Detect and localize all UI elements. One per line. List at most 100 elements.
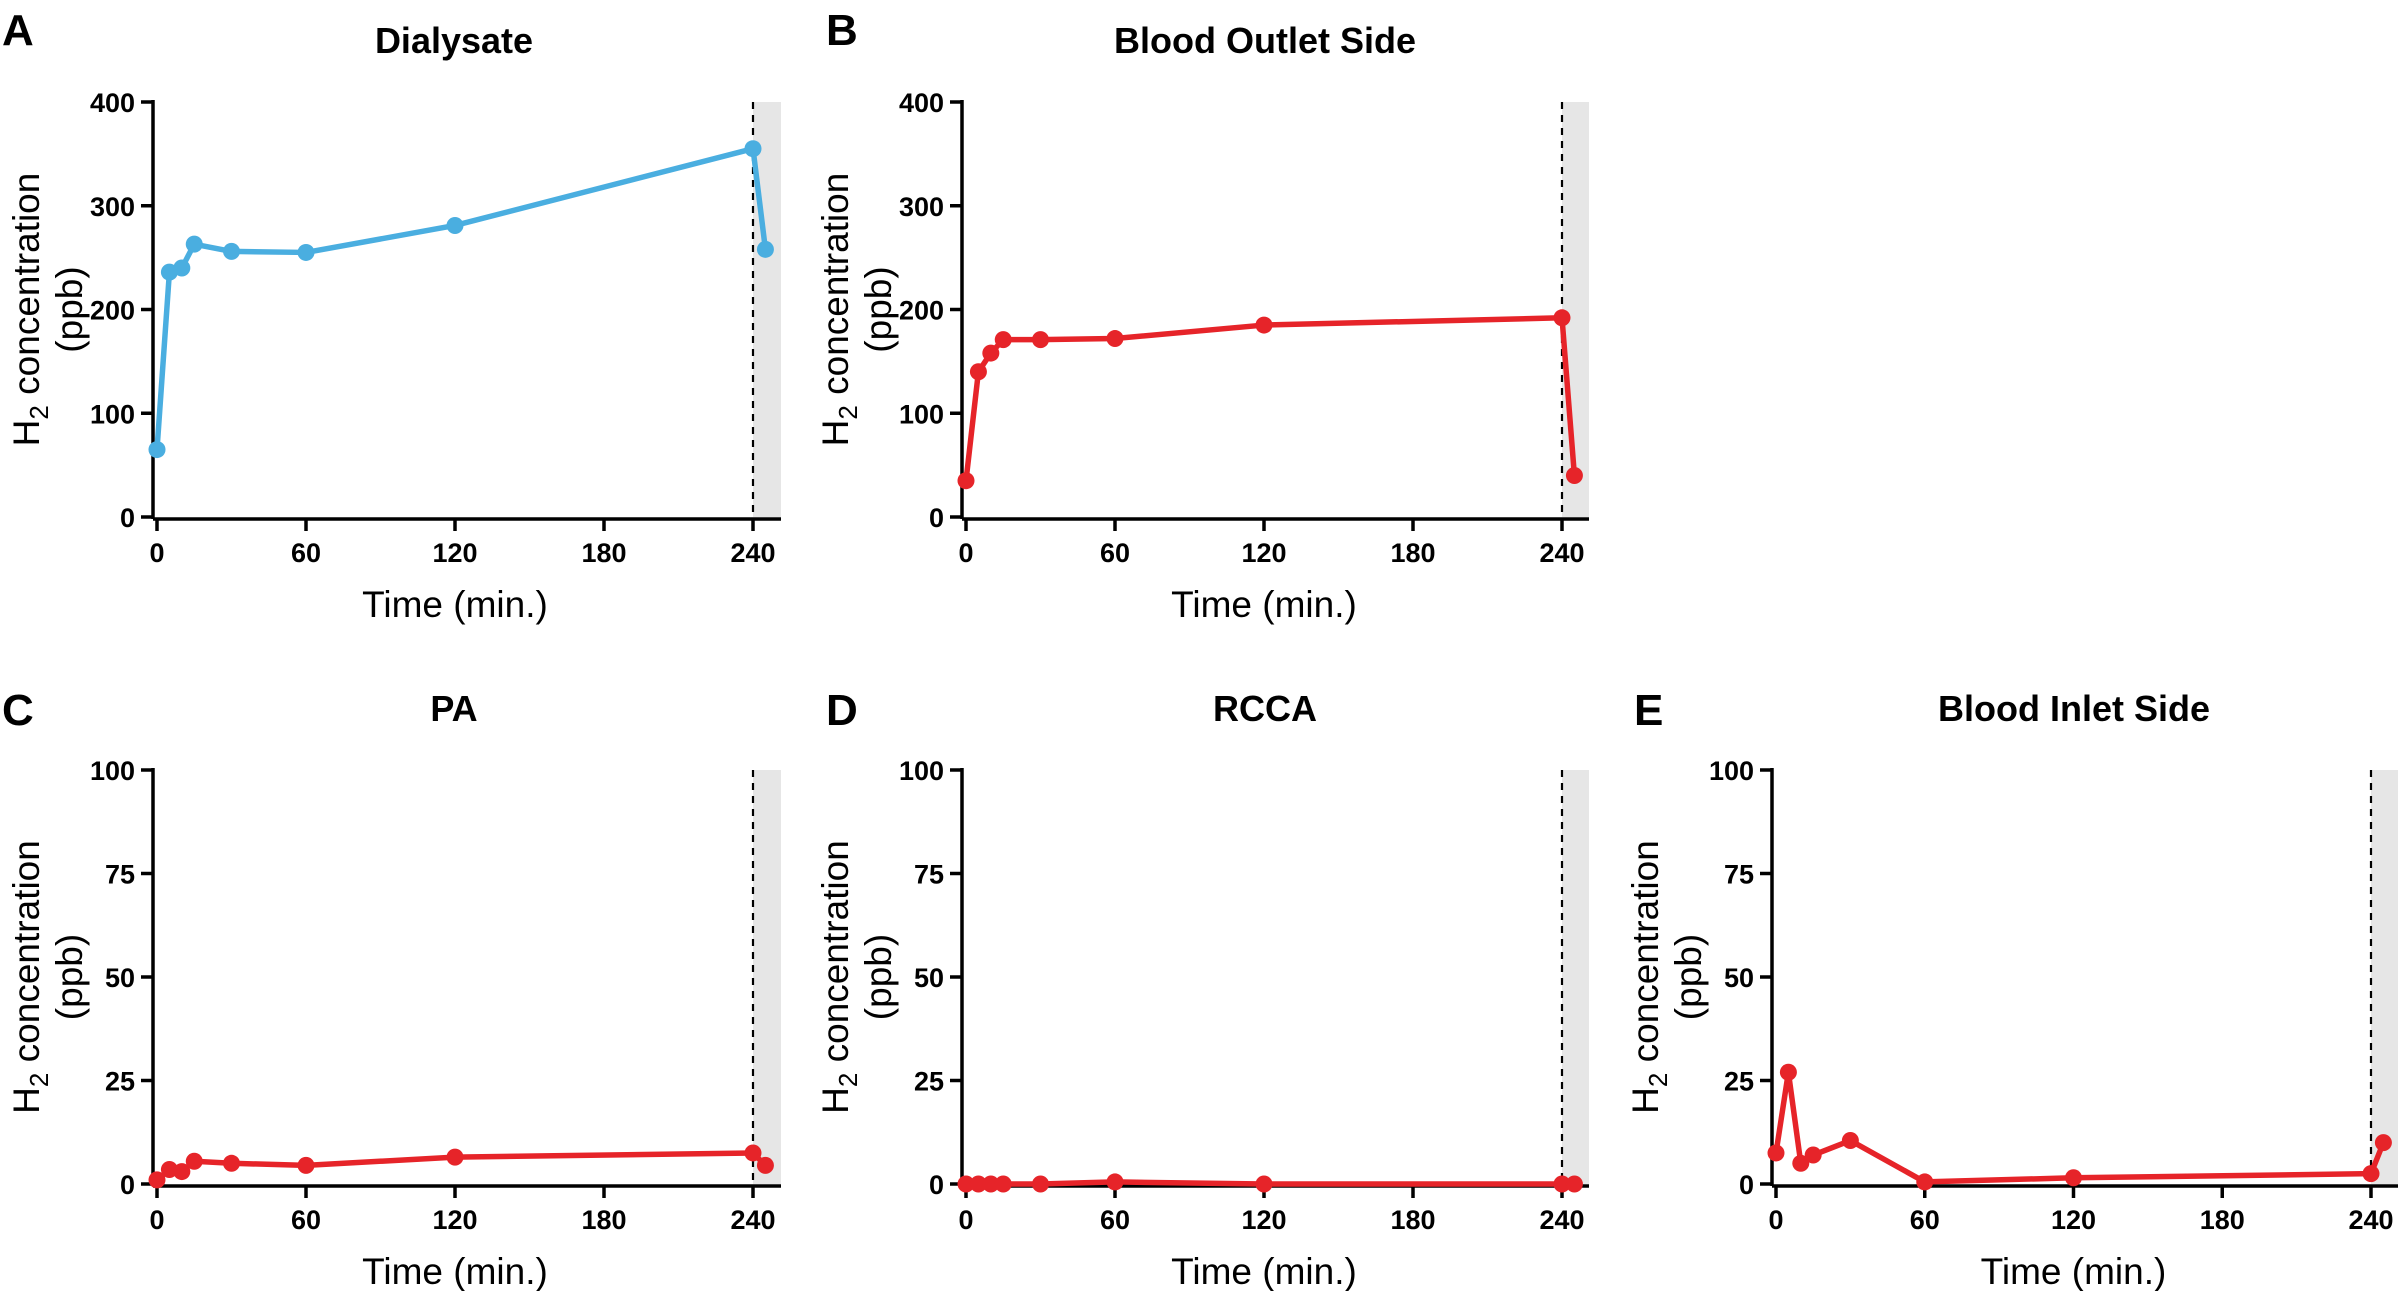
data-point — [1032, 1175, 1049, 1193]
y-axis-label: H2 concentration — [6, 173, 54, 447]
panel-letter: D — [826, 686, 858, 735]
y-tick-label: 400 — [899, 88, 944, 118]
y-tick-label: 0 — [929, 1170, 944, 1200]
data-point — [173, 259, 191, 277]
x-axis-label: Time (min.) — [1981, 1251, 2167, 1291]
panel-b: 0 100 200 300 400 0 60 120 180 240 Time (min.) H2 c… — [815, 6, 1589, 625]
shaded-region — [2371, 770, 2398, 1184]
data-point — [1106, 330, 1124, 348]
y-axis-label: H2 concentration — [815, 173, 863, 447]
x-tick-label: 0 — [149, 538, 164, 568]
y-tick-label: 100 — [90, 399, 135, 429]
x-tick-label: 60 — [291, 1205, 321, 1235]
data-point — [2374, 1134, 2392, 1152]
series-line — [154, 145, 769, 450]
data-point — [994, 331, 1012, 349]
x-tick-label: 60 — [1100, 538, 1130, 568]
data-point — [744, 140, 762, 158]
panel-e: 0 25 50 75 100 0 60 120 180 240 Time (min.) H2 conc… — [1625, 686, 2398, 1291]
x-tick-label: 120 — [432, 538, 477, 568]
x-tick-label: 240 — [730, 1205, 775, 1235]
y-tick-label: 300 — [90, 192, 135, 222]
data-point — [1255, 316, 1273, 334]
data-point — [148, 1171, 166, 1189]
y-tick-label: 200 — [899, 296, 944, 326]
y-axis-label: H2 concentration — [6, 840, 54, 1114]
y-tick-label: 100 — [1709, 756, 1754, 786]
y-tick-label: 75 — [105, 860, 135, 890]
y-axis-unit: (ppb) — [1668, 934, 1709, 1020]
data-point — [185, 235, 203, 253]
x-tick-label: 240 — [730, 538, 775, 568]
data-point — [1565, 1175, 1583, 1193]
y-tick-label: 25 — [914, 1067, 944, 1097]
data-point — [957, 472, 975, 490]
y-tick-label: 100 — [899, 399, 944, 429]
data-point — [969, 363, 987, 381]
y-tick-label: 50 — [914, 963, 944, 993]
data-point — [1553, 1175, 1571, 1193]
y-axis-unit: (ppb) — [49, 934, 90, 1020]
y-tick-label: 50 — [105, 963, 135, 993]
x-tick-label: 60 — [1910, 1205, 1940, 1235]
data-point — [2362, 1165, 2380, 1183]
y-axis-unit: (ppb) — [858, 266, 899, 352]
y-tick-label: 100 — [899, 756, 944, 786]
data-point — [223, 1154, 240, 1172]
x-tick-label: 120 — [1241, 1205, 1286, 1235]
panel-letter: B — [826, 6, 858, 55]
data-point — [957, 1175, 975, 1193]
panel-a: 0 100 200 300 400 0 60 120 180 240 Time (min.) H2 c… — [2, 6, 781, 625]
data-point — [969, 1175, 987, 1193]
x-tick-label: 180 — [2200, 1205, 2245, 1235]
x-tick-label: 120 — [432, 1205, 477, 1235]
data-point — [297, 1156, 315, 1174]
data-point — [1032, 331, 1049, 349]
y-tick-label: 25 — [1724, 1067, 1754, 1097]
data-point — [148, 441, 166, 459]
x-tick-label: 60 — [291, 538, 321, 568]
data-point — [223, 242, 240, 260]
data-point — [1553, 309, 1571, 327]
series-line — [963, 315, 1578, 481]
y-tick-label: 100 — [90, 756, 135, 786]
x-tick-label: 0 — [1768, 1205, 1783, 1235]
data-point — [1106, 1173, 1124, 1191]
data-point — [297, 243, 315, 261]
panel-d: 0 25 50 75 100 0 60 120 180 240 Time (min.) H2 conc… — [815, 686, 1589, 1291]
x-tick-label: 180 — [1390, 1205, 1435, 1235]
y-tick-label: 25 — [105, 1067, 135, 1097]
data-point — [446, 1148, 464, 1166]
panel-c: 0 25 50 75 100 0 60 120 180 240 Time (min.) H2 conc… — [2, 686, 781, 1291]
y-tick-label: 75 — [914, 860, 944, 890]
data-point — [744, 1144, 762, 1162]
y-tick-label: 50 — [1724, 963, 1754, 993]
y-tick-label: 400 — [90, 88, 135, 118]
x-tick-label: 240 — [1539, 538, 1584, 568]
x-tick-label: 120 — [2051, 1205, 2096, 1235]
x-tick-label: 0 — [958, 538, 973, 568]
panel-title: PA — [430, 688, 477, 729]
data-point — [982, 344, 1000, 362]
data-point — [756, 240, 774, 258]
x-axis-label: Time (min.) — [362, 584, 548, 625]
y-tick-label: 300 — [899, 192, 944, 222]
x-tick-label: 180 — [581, 538, 626, 568]
x-tick-label: 180 — [581, 1205, 626, 1235]
y-tick-label: 0 — [929, 503, 944, 533]
data-point — [1767, 1144, 1785, 1162]
panel-title: RCCA — [1213, 688, 1317, 729]
data-point — [446, 216, 464, 234]
data-point — [2065, 1169, 2082, 1187]
panel-letter: E — [1634, 686, 1663, 735]
x-tick-label: 0 — [958, 1205, 973, 1235]
y-axis-unit: (ppb) — [49, 266, 90, 352]
panel-letter: C — [2, 686, 34, 735]
data-point — [173, 1163, 191, 1181]
data-point — [1916, 1173, 1934, 1191]
x-axis-label: Time (min.) — [1171, 584, 1357, 625]
panel-title: Dialysate — [375, 20, 533, 61]
shaded-region — [1562, 102, 1589, 517]
y-axis-label: H2 concentration — [1625, 840, 1673, 1114]
y-tick-label: 200 — [90, 296, 135, 326]
